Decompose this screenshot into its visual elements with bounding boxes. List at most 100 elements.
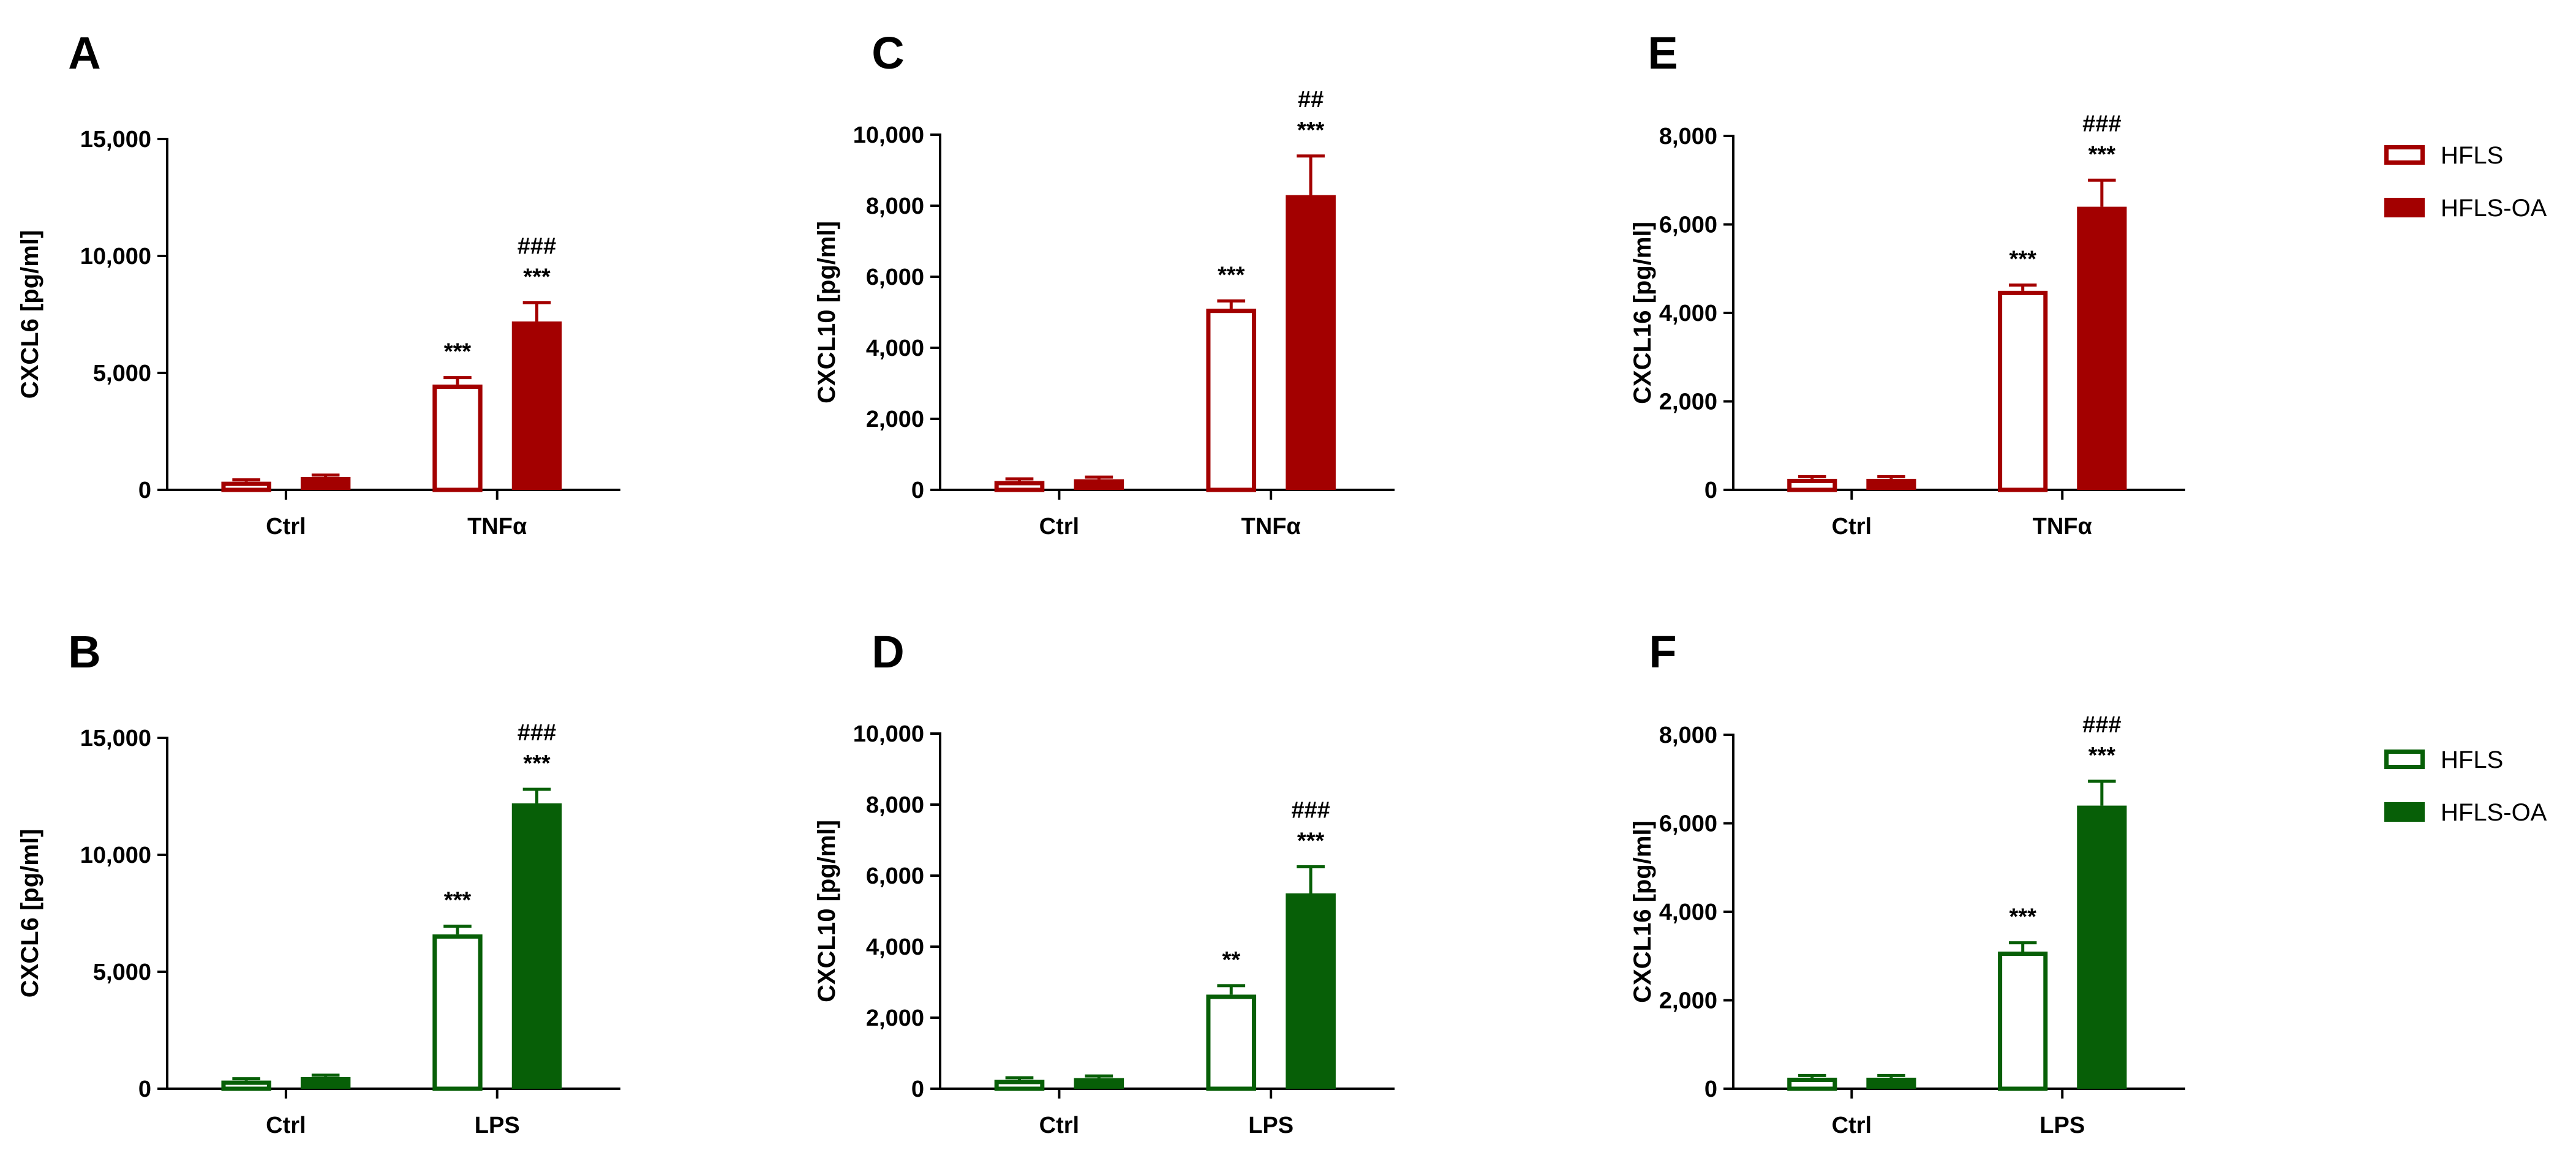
- bar-hfls-0: [221, 481, 271, 492]
- legend-label: HFLS: [2441, 142, 2503, 169]
- y-tick-label: 0: [1704, 478, 1717, 503]
- y-tick-label: 5,000: [93, 960, 151, 985]
- significance-hashes: ###: [1291, 798, 1330, 824]
- significance-stars: ***: [2009, 246, 2037, 272]
- bar-hfls-oa-0: [300, 476, 351, 490]
- y-axis-label: CXCL6 [pg/ml]: [17, 829, 43, 998]
- legend-swatch-open: [2384, 145, 2425, 165]
- panel-letter: E: [1648, 28, 1678, 78]
- y-tick-label: 4,000: [866, 934, 924, 960]
- bar-hfls-0: [994, 1080, 1045, 1091]
- bar-hfls-oa-0: [1074, 1078, 1124, 1089]
- significance-stars: ***: [2088, 743, 2116, 768]
- panel-letter: F: [1649, 626, 1676, 677]
- bar-hfls-1: [432, 934, 483, 1091]
- x-tick-label: TNFα: [467, 514, 527, 539]
- bar-hfls-0: [1787, 1077, 1837, 1091]
- bar-hfls-oa-1: [511, 803, 562, 1089]
- y-tick-label: 10,000: [80, 843, 151, 868]
- significance-hashes: ##: [1298, 87, 1324, 113]
- significance-stars: ***: [523, 264, 551, 290]
- y-tick-label: 0: [911, 1076, 924, 1102]
- significance-hashes: ###: [518, 233, 556, 259]
- legend-label: HFLS-OA: [2441, 195, 2547, 222]
- x-tick-label: TNFα: [1241, 514, 1301, 539]
- y-tick-label: 15,000: [80, 726, 151, 751]
- bar-hfls-oa-0: [1866, 478, 1916, 490]
- bar-hfls-1: [1998, 952, 2048, 1091]
- significance-stars: ***: [444, 888, 472, 914]
- x-tick-label: LPS: [475, 1113, 520, 1138]
- panel-letter: B: [68, 626, 100, 677]
- bar-hfls-oa-1: [2077, 206, 2127, 490]
- significance-stars: ***: [2009, 904, 2037, 930]
- significance-stars: **: [1222, 947, 1240, 973]
- y-tick-label: 8,000: [866, 194, 924, 219]
- legend-label: HFLS: [2441, 746, 2503, 773]
- significance-hashes: ###: [518, 720, 556, 746]
- y-tick-label: 10,000: [80, 244, 151, 269]
- significance-stars: ***: [1297, 118, 1325, 143]
- y-tick-label: 4,000: [1659, 301, 1717, 326]
- bar-hfls-oa-0: [1866, 1077, 1916, 1089]
- bar-hfls-0: [221, 1080, 271, 1091]
- significance-stars: ***: [523, 751, 551, 776]
- y-tick-label: 6,000: [1659, 811, 1717, 837]
- x-tick-label: Ctrl: [1039, 1113, 1079, 1138]
- bar-hfls-oa-0: [300, 1076, 351, 1089]
- bar-hfls-oa-1: [1286, 893, 1336, 1089]
- y-tick-label: 6,000: [866, 265, 924, 290]
- y-tick-label: 4,000: [1659, 900, 1717, 925]
- y-tick-label: 15,000: [80, 127, 151, 152]
- bar-hfls-1: [1206, 994, 1257, 1091]
- significance-stars: ***: [1297, 828, 1325, 854]
- y-tick-label: 0: [138, 478, 151, 503]
- x-tick-label: Ctrl: [266, 1113, 306, 1138]
- y-tick-label: 10,000: [853, 721, 924, 747]
- legend-swatch-open: [2384, 750, 2425, 769]
- bar-hfls-oa-1: [2077, 805, 2127, 1089]
- y-tick-label: 2,000: [866, 1005, 924, 1031]
- legend-swatch-filled: [2384, 802, 2425, 822]
- bar-hfls-0: [1787, 478, 1837, 492]
- y-tick-label: 2,000: [1659, 988, 1717, 1014]
- bar-hfls-1: [432, 385, 483, 492]
- legend-swatch-filled: [2384, 198, 2425, 217]
- y-axis-label: CXCL16 [pg/ml]: [1629, 222, 1656, 404]
- bar-hfls-1: [1998, 290, 2048, 492]
- significance-stars: ***: [444, 339, 472, 365]
- y-axis-label: CXCL10 [pg/ml]: [813, 221, 840, 404]
- y-tick-label: 8,000: [866, 792, 924, 818]
- y-tick-label: 0: [1704, 1076, 1717, 1102]
- panel-letter: C: [872, 28, 904, 78]
- significance-stars: ***: [1218, 262, 1245, 288]
- x-tick-label: Ctrl: [266, 514, 306, 539]
- panel-letter: A: [68, 28, 100, 78]
- panel-letter: D: [872, 626, 904, 677]
- bar-hfls-1: [1206, 309, 1257, 492]
- y-tick-label: 2,000: [1659, 389, 1717, 415]
- legend-label: HFLS-OA: [2441, 799, 2547, 826]
- x-tick-label: Ctrl: [1832, 1113, 1872, 1138]
- x-tick-label: LPS: [2039, 1113, 2085, 1138]
- y-axis-label: CXCL10 [pg/ml]: [813, 820, 840, 1002]
- y-axis-label: CXCL6 [pg/ml]: [17, 230, 43, 399]
- y-tick-label: 2,000: [866, 407, 924, 432]
- x-tick-label: TNFα: [2033, 514, 2092, 539]
- y-axis-label: CXCL16 [pg/ml]: [1629, 821, 1656, 1003]
- bar-hfls-oa-0: [1074, 479, 1124, 490]
- significance-stars: ***: [2088, 141, 2116, 167]
- y-tick-label: 8,000: [1659, 723, 1717, 748]
- bar-hfls-oa-1: [1286, 195, 1336, 490]
- x-tick-label: Ctrl: [1832, 514, 1872, 539]
- y-tick-label: 10,000: [853, 122, 924, 148]
- y-tick-label: 0: [138, 1076, 151, 1102]
- x-tick-label: LPS: [1248, 1113, 1294, 1138]
- significance-hashes: ###: [2082, 111, 2121, 137]
- bar-hfls-oa-1: [511, 321, 562, 490]
- y-tick-label: 8,000: [1659, 124, 1717, 149]
- bar-hfls-0: [994, 481, 1045, 492]
- y-tick-label: 0: [911, 478, 924, 503]
- significance-hashes: ###: [2082, 712, 2121, 738]
